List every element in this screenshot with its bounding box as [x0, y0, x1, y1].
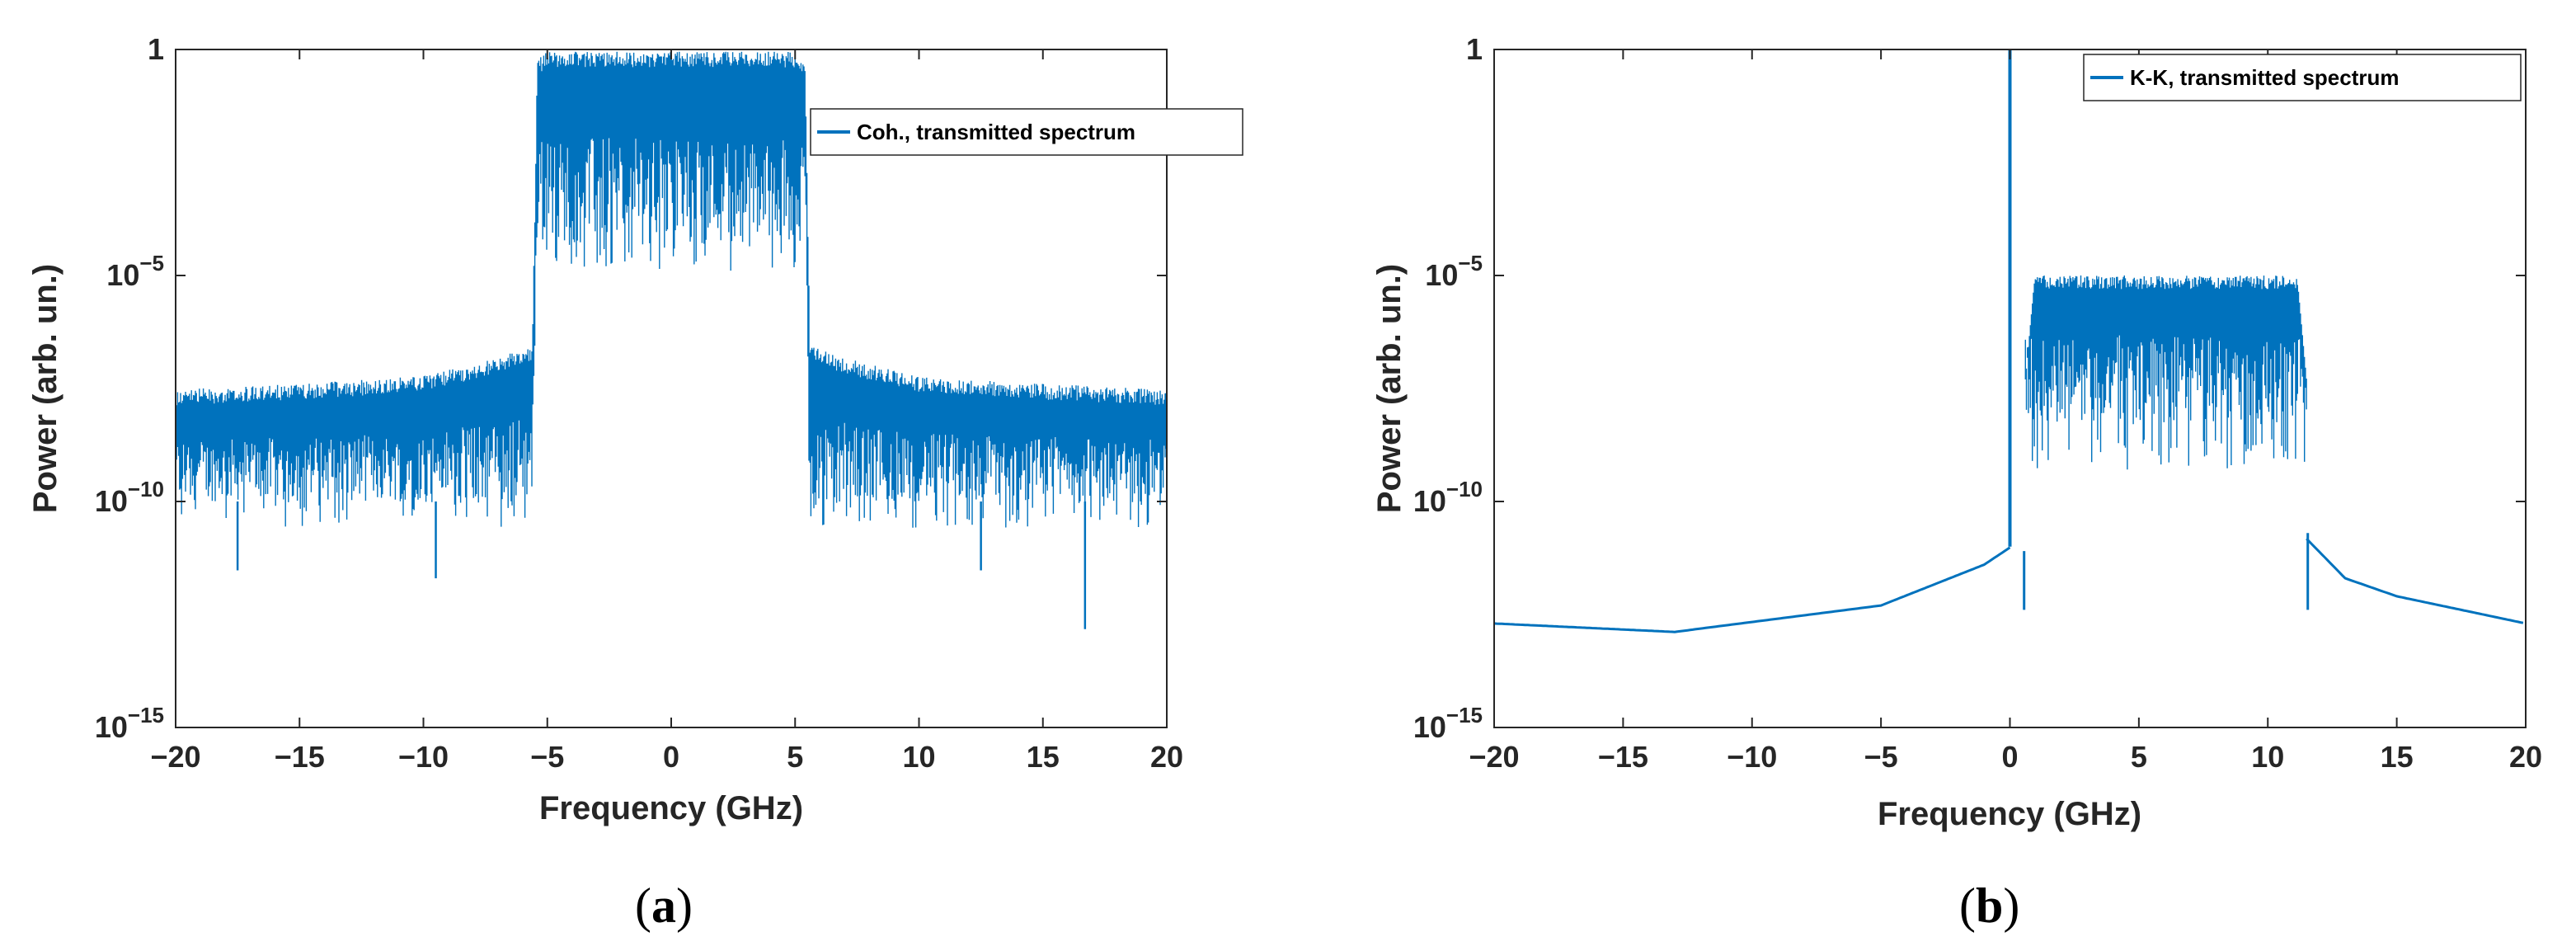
legend-box-b: [2083, 54, 2522, 101]
x-tick-label: −20: [1469, 740, 1519, 774]
x-tick-label: 15: [1027, 740, 1060, 774]
x-tick-label: 5: [2131, 740, 2147, 774]
x-tick-label: −5: [1864, 740, 1898, 774]
y-tick-label: 10−5: [106, 251, 164, 292]
x-tick-label: 15: [2381, 740, 2414, 774]
y-ticks-a: 10−15 10−10 10−5 1: [95, 32, 1167, 744]
chart-panel-a: −20 −15 −10 −5 0 5 10 15 20 10−15 10−10 10−5 1 Freq…: [27, 32, 1243, 933]
x-tick-label: 5: [787, 740, 803, 774]
x-tick-label: 20: [2509, 740, 2542, 774]
panel-label-b: (b): [1959, 878, 2019, 933]
x-tick-label: 20: [1150, 740, 1183, 774]
x-ticks-b: −20 −15 −10 −5 0 5 10 15 20: [1469, 49, 2542, 774]
y-tick-label: 10−10: [1413, 477, 1483, 518]
noise-floor-right: [2306, 538, 2524, 624]
x-axis-label-a: Frequency (GHz): [539, 790, 803, 826]
noise-floor-left: [1493, 546, 2011, 633]
y-tick-label: 10−5: [1425, 251, 1483, 292]
x-tick-label: −5: [530, 740, 564, 774]
legend-b: K-K, transmitted spectrum: [2083, 54, 2522, 101]
x-tick-label: 10: [2251, 740, 2284, 774]
x-tick-label: 0: [663, 740, 679, 774]
x-tick-label: 0: [2001, 740, 2018, 774]
x-tick-label: −15: [1598, 740, 1648, 774]
y-axis-label-b: Power (arb. un.): [1371, 264, 1408, 513]
y-ticks-b: 10−15 10−10 10−5 1: [1413, 32, 2526, 744]
x-ticks-a: −20 −15 −10 −5 0 5 10 15 20: [150, 49, 1183, 774]
y-tick-label: 1: [1466, 32, 1483, 66]
signal-band-trace: [2024, 275, 2307, 470]
x-tick-label: −10: [1727, 740, 1777, 774]
panel-label-a: (a): [635, 878, 693, 933]
legend-entry-b: K-K, transmitted spectrum: [2130, 65, 2400, 90]
y-tick-label: 10−10: [95, 477, 164, 518]
x-tick-label: −15: [275, 740, 325, 774]
y-tick-label: 10−15: [95, 703, 164, 744]
x-tick-label: −20: [150, 740, 200, 774]
legend-entry-a: Coh., transmitted spectrum: [857, 120, 1135, 144]
chart-panel-b: −20 −15 −10 −5 0 5 10 15 20 10−15 10−10 10−5 1 Freq…: [1371, 32, 2542, 933]
y-axis-label-a: Power (arb. un.): [27, 264, 63, 513]
legend-a: Coh., transmitted spectrum: [810, 108, 1243, 156]
y-tick-label: 10−15: [1413, 703, 1483, 744]
x-tick-label: −10: [398, 740, 449, 774]
y-tick-label: 1: [148, 32, 164, 66]
x-axis-label-b: Frequency (GHz): [1878, 796, 2141, 832]
series-kk-transmitted-spectrum: [1493, 49, 2524, 633]
legend-box-a: [810, 108, 1243, 156]
x-tick-label: 10: [902, 740, 935, 774]
